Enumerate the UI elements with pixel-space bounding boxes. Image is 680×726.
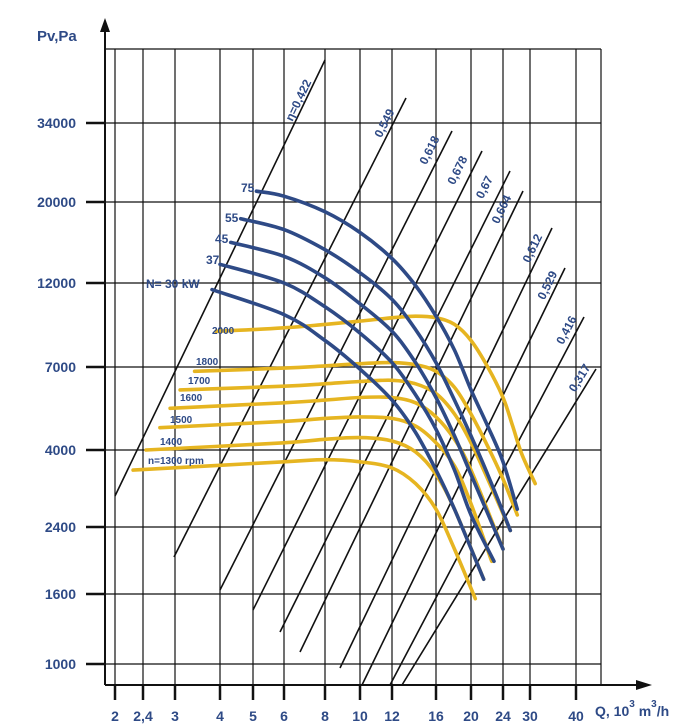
x-ticks: 2 2,4 3 4 5 6 8 10 12 16 20 24 30 40: [111, 685, 584, 724]
power-curves: [210, 189, 520, 581]
x-tick-label: 3: [171, 708, 179, 724]
y-tick-label: 20000: [37, 194, 76, 210]
power-label: 55: [225, 211, 239, 225]
x-tick-label: 5: [249, 708, 257, 724]
efficiency-line-0.422: [114, 59, 326, 497]
y-tick-label: 2400: [45, 519, 76, 535]
y-tick-label: 1000: [45, 656, 76, 672]
efficiency-line-0.618: [219, 130, 453, 591]
speed-curve-1800: [192, 360, 520, 517]
x-tick-label: 10: [352, 708, 368, 724]
x-tick-label: 2: [111, 708, 119, 724]
x-tick-label: 20: [463, 708, 479, 724]
efficiency-line-0.317: [401, 368, 597, 686]
y-tick-label: 4000: [45, 442, 76, 458]
power-label: 75: [241, 181, 255, 195]
x-axis-title: Q, 103 m3/h: [595, 699, 669, 719]
x-tick-label: 40: [568, 708, 584, 724]
power-label: N= 30 kW: [146, 277, 200, 291]
power-curve-30: [210, 287, 486, 581]
power-curve-45: [228, 240, 505, 551]
y-tick-label: 34000: [37, 115, 76, 131]
efficiency-lines: [114, 59, 597, 686]
efficiency-label: 0,67: [473, 173, 496, 200]
y-axis-title: Pv,Pa: [37, 28, 77, 45]
efficiency-line-0.664: [299, 190, 524, 653]
x-tick-label: 16: [428, 708, 444, 724]
speed-label: 1400: [160, 437, 183, 448]
speed-label: n=1300 rpm: [148, 456, 204, 467]
y-axis-arrow-icon: [100, 18, 110, 32]
x-tick-label: 12: [384, 708, 400, 724]
x-tick-label: 8: [321, 708, 329, 724]
speed-curve-1500: [158, 415, 494, 564]
y-tick-label: 12000: [37, 275, 76, 291]
speed-label: 1500: [170, 415, 193, 426]
speed-label: 1700: [188, 376, 211, 387]
speed-curve-2000: [214, 314, 537, 486]
power-curve-37: [218, 262, 496, 564]
x-axis-title-sup2: 3: [651, 699, 657, 710]
x-tick-label: 6: [280, 708, 288, 724]
x-tick-label: 24: [495, 708, 511, 724]
y-tick-label: 1600: [45, 586, 76, 602]
grid: [105, 48, 602, 685]
y-ticks: 34000 20000 12000 7000 4000 2400 1600 1000: [37, 115, 105, 672]
power-curve-55: [238, 216, 513, 533]
x-axis-title-q: Q, 10: [595, 703, 629, 719]
efficiency-label: 0,664: [489, 192, 515, 225]
efficiency-line-0.416: [389, 316, 585, 686]
efficiency-label: 0,618: [416, 133, 442, 166]
speed-label: 2000: [212, 326, 235, 337]
y-tick-label: 7000: [45, 359, 76, 375]
efficiency-label: 0,317: [566, 361, 594, 394]
x-axis-arrow-icon: [636, 680, 652, 690]
x-axis-title-h: /h: [657, 703, 669, 719]
power-label: 37: [206, 253, 220, 267]
efficiency-line-0.529: [361, 267, 566, 686]
x-tick-label: 30: [522, 708, 538, 724]
speed-label: 1600: [180, 393, 203, 404]
power-label: 45: [215, 232, 229, 246]
power-curve-75: [254, 189, 520, 511]
speed-label: 1800: [196, 357, 219, 368]
x-tick-label: 4: [216, 708, 224, 724]
x-axis-title-m: m: [635, 703, 651, 719]
curve-labels: η=0,422 0,5490,6180,6780,670,6640,6120,52…: [146, 77, 594, 467]
speed-curve-1700: [178, 378, 513, 533]
x-axis-title-sup1: 3: [629, 699, 635, 710]
x-tick-label: 2,4: [133, 708, 153, 724]
speed-curve-1300: [131, 457, 478, 601]
